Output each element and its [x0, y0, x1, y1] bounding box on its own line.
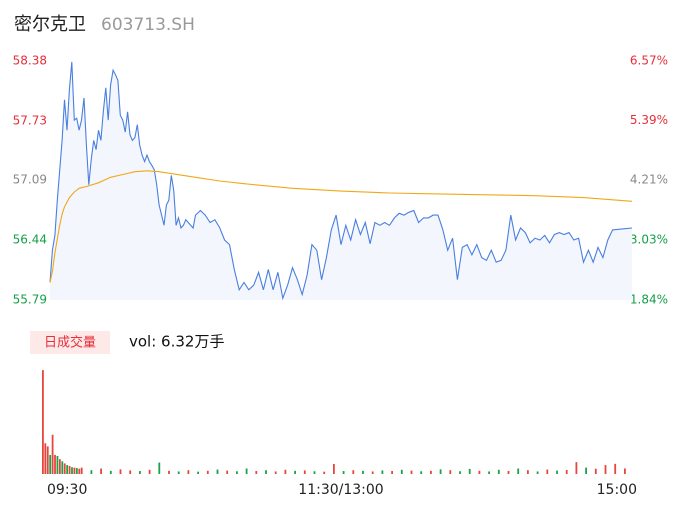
y2-tick-label: 6.57% — [630, 54, 668, 68]
volume-bar — [44, 443, 47, 474]
volume-bar — [507, 471, 510, 474]
volume-bar — [68, 465, 71, 474]
volume-bar — [90, 470, 93, 474]
volume-bar — [536, 471, 539, 474]
volume-bar — [284, 469, 287, 474]
volume-bar — [420, 471, 423, 474]
volume-bar — [352, 470, 355, 474]
volume-bar — [585, 467, 587, 474]
volume-bar — [575, 462, 578, 474]
volume-bar — [342, 471, 345, 474]
volume-bar — [236, 471, 238, 474]
volume-bar — [197, 471, 199, 474]
y2-tick-label: 3.03% — [630, 232, 668, 246]
volume-bar — [245, 468, 248, 474]
y2-tick-label: 4.21% — [630, 173, 668, 187]
volume-bar — [49, 454, 52, 474]
volume-bar — [478, 470, 481, 474]
average-line — [49, 170, 633, 283]
price-line — [49, 61, 633, 301]
volume-bar — [46, 446, 49, 474]
volume-bar — [168, 470, 170, 474]
volume-bar — [139, 471, 141, 474]
volume-bar — [274, 471, 277, 474]
volume-bar — [109, 470, 112, 474]
volume-bar — [333, 464, 335, 474]
volume-bar — [177, 471, 180, 474]
y-tick-label: 56.44 — [13, 233, 47, 247]
volume-bar — [459, 471, 461, 474]
volume-bar — [439, 469, 442, 474]
volume-bar — [594, 468, 597, 474]
y2-tick-label: 1.84% — [630, 293, 668, 307]
price-area — [50, 61, 632, 301]
volume-bar — [265, 470, 267, 474]
volume-bar — [119, 469, 122, 474]
volume-total: vol: 6.32万手 — [129, 333, 224, 351]
volume-bar — [63, 463, 66, 474]
volume-tag-bg — [30, 331, 110, 354]
volume-bar — [51, 434, 54, 474]
volume-bar — [58, 459, 61, 474]
volume-bar — [303, 470, 306, 474]
volume-bar — [546, 469, 549, 474]
volume-bar — [391, 471, 393, 474]
volume-bar — [206, 470, 209, 474]
y-tick-label: 58.38 — [13, 54, 47, 68]
stock-name: 密尔克卫 — [14, 14, 86, 35]
volume-bar — [323, 471, 326, 474]
volume-bar — [129, 470, 132, 474]
volume-bar — [78, 468, 81, 474]
volume-bar — [148, 469, 151, 474]
volume-bar — [71, 467, 73, 474]
volume-bar — [226, 470, 229, 474]
y-tick-label: 55.79 — [13, 293, 47, 307]
volume-bar — [255, 471, 258, 474]
volume-bar — [56, 455, 59, 474]
volume-bar — [75, 468, 78, 474]
volume-bar — [400, 469, 403, 474]
volume-bar — [614, 463, 617, 474]
volume-bar — [527, 470, 529, 474]
y-tick-label: 57.09 — [13, 173, 47, 187]
volume-bar — [449, 470, 452, 474]
y2-tick-label: 5.39% — [630, 113, 668, 127]
volume-bar — [381, 470, 384, 474]
volume-bar — [624, 468, 626, 474]
y-tick-label: 57.73 — [13, 113, 47, 127]
volume-bar — [362, 470, 364, 474]
volume-bar — [604, 465, 607, 474]
volume-bar — [61, 461, 64, 474]
x-tick-label: 11:30/13:00 — [298, 482, 383, 498]
volume-bar — [73, 467, 76, 474]
volume-bar — [54, 454, 56, 474]
volume-bar — [66, 465, 69, 474]
volume-bar — [556, 470, 558, 474]
volume-bar — [80, 467, 83, 474]
volume-bar — [497, 469, 500, 474]
volume-bar — [313, 471, 316, 474]
volume-bar — [216, 469, 219, 474]
volume-bar — [468, 468, 471, 474]
volume-bar — [430, 470, 432, 474]
volume-bar — [371, 471, 374, 474]
x-tick-label: 15:00 — [597, 482, 637, 498]
stock-code: 603713.SH — [101, 15, 195, 35]
volume-bar — [488, 471, 490, 474]
x-tick-label: 09:30 — [47, 482, 87, 498]
volume-bar — [517, 468, 520, 474]
volume-tag: 日成交量 — [44, 335, 96, 351]
volume-bar — [565, 469, 568, 474]
volume-bar — [294, 470, 296, 474]
volume-bar — [100, 468, 102, 474]
volume-bar — [410, 470, 413, 474]
volume-bar — [187, 470, 190, 474]
volume-bar — [158, 462, 161, 474]
volume-bar — [42, 370, 44, 474]
